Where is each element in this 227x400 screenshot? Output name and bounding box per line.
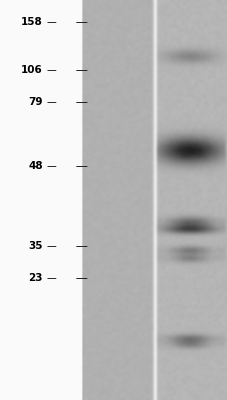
Text: 48: 48 [28, 161, 43, 171]
Text: —: — [46, 161, 56, 171]
Text: —: — [46, 97, 56, 107]
Text: —: — [46, 17, 56, 27]
Text: —: — [46, 65, 56, 75]
Text: 106: 106 [21, 65, 43, 75]
Text: 23: 23 [28, 273, 43, 283]
Text: 79: 79 [28, 97, 43, 107]
Text: —: — [46, 273, 56, 283]
Text: 35: 35 [28, 241, 43, 251]
Text: 158: 158 [21, 17, 43, 27]
Text: —: — [46, 241, 56, 251]
